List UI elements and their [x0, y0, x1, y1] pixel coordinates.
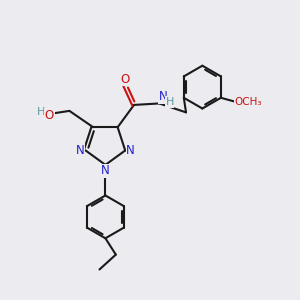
- Text: O: O: [121, 73, 130, 85]
- Text: H: H: [166, 97, 174, 107]
- Text: O: O: [45, 109, 54, 122]
- Text: OCH₃: OCH₃: [235, 97, 262, 107]
- Text: N: N: [76, 144, 85, 157]
- Text: N: N: [101, 164, 110, 177]
- Text: H: H: [36, 107, 45, 117]
- Text: N: N: [126, 144, 135, 157]
- Text: N: N: [158, 90, 167, 104]
